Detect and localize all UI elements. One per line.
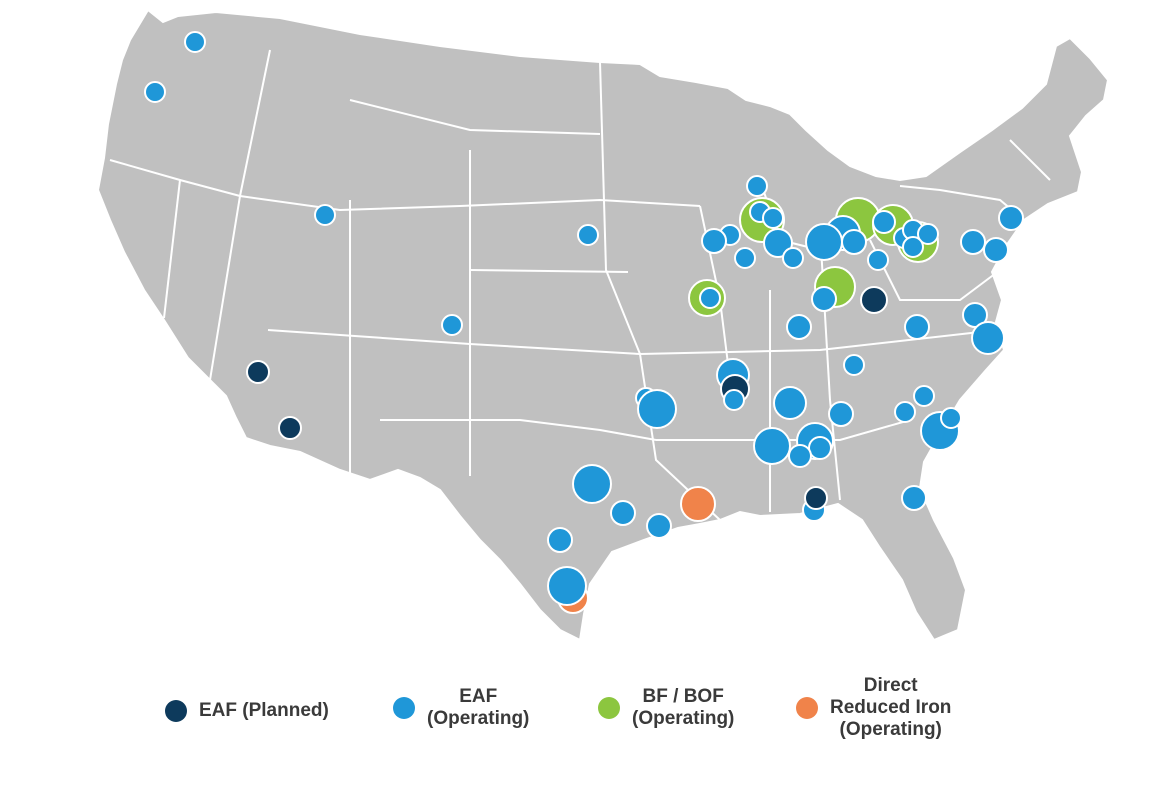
eaf-operating-marker [753,427,791,465]
eaf-planned-marker [278,416,302,440]
bf-bof-swatch [598,697,620,719]
eaf-operating-marker [998,205,1024,231]
eaf-operating-marker [723,389,745,411]
eaf-operating-marker [872,210,896,234]
legend: EAF (Planned) EAF (Operating) BF / BOF (… [0,672,1152,762]
eaf-operating-marker [441,314,463,336]
eaf-planned-marker [246,360,270,384]
eaf-operating-marker [746,175,768,197]
eaf-operating-marker [828,401,854,427]
eaf-operating-marker [699,287,721,309]
eaf-operating-marker [971,321,1005,355]
eaf-operating-marker [547,527,573,553]
legend-eaf-operating: EAF (Operating) [393,686,529,730]
eaf-operating-marker [646,513,672,539]
eaf-operating-marker [841,229,867,255]
eaf-operating-marker [960,229,986,255]
eaf-planned-marker [804,486,828,510]
eaf-operating-marker [184,31,206,53]
border-line [349,99,601,135]
eaf-operating-marker [894,401,916,423]
eaf-operating-marker [547,566,587,606]
legend-eaf-planned: EAF (Planned) [165,700,329,722]
eaf-operating-marker [782,247,804,269]
border-line [239,49,271,197]
land [96,8,1110,642]
border-line [869,239,1001,301]
eaf-operating-marker [610,500,636,526]
eaf-operating-marker [962,302,988,328]
legend-bf-bof: BF / BOF (Operating) [598,686,734,730]
eaf-operating-marker [762,207,784,229]
eaf-operating-marker [773,386,807,420]
eaf-operating-marker [904,314,930,340]
eaf-operating-marker [901,485,927,511]
eaf-operating-marker [314,204,336,226]
eaf-operating-marker [786,314,812,340]
us-land-shape [96,8,1110,642]
eaf-operating-marker [808,436,832,460]
eaf-operating-marker [940,407,962,429]
eaf-operating-marker [572,464,612,504]
eaf-operating-marker [811,286,837,312]
legend-label-eaf-operating: EAF (Operating) [427,686,530,729]
eaf-operating-marker [917,223,939,245]
eaf-operating-marker [867,249,889,271]
legend-dri: Direct Reduced Iron (Operating) [796,675,951,741]
border-line [209,195,241,381]
eaf-planned-marker [860,286,888,314]
eaf-operating-marker [734,247,756,269]
eaf-operating-marker [763,228,793,258]
eaf-operating-marker [144,81,166,103]
dri-swatch [796,697,818,719]
border-line [599,61,641,355]
eaf-operating-marker [843,354,865,376]
dri-marker [680,486,716,522]
border-line [1009,139,1051,181]
eaf-planned-swatch [165,700,187,722]
border-line [163,179,181,319]
eaf-operating-marker [701,228,727,254]
border-line [469,269,629,273]
eaf-operating-marker [805,223,843,261]
eaf-operating-marker [983,237,1009,263]
border-line [380,419,657,441]
legend-label-bf-bof: BF / BOF (Operating) [632,686,735,729]
eaf-operating-marker [788,444,812,468]
eaf-operating-marker [637,389,677,429]
eaf-operating-swatch [393,697,415,719]
facility-markers [144,31,1024,614]
legend-label-dri: Direct Reduced Iron (Operating) [830,675,952,740]
eaf-operating-marker [913,385,935,407]
legend-label-eaf-planned: EAF (Planned) [199,700,329,721]
eaf-operating-marker [577,224,599,246]
eaf-operating-marker [902,236,924,258]
